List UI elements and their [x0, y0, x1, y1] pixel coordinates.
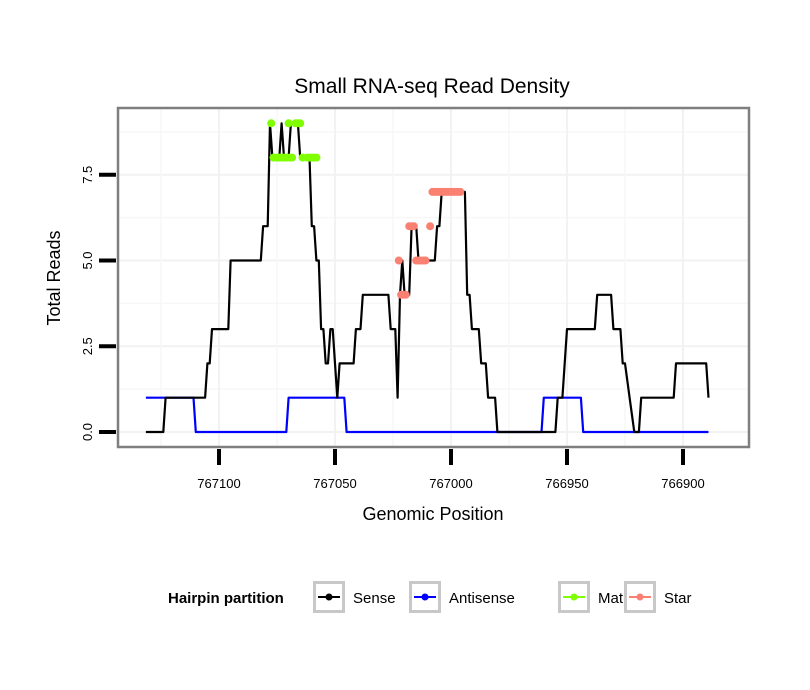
legend-entry-star: Star	[624, 581, 692, 613]
star-point	[401, 290, 410, 299]
legend-entries: Sense Antisense Mature Star	[313, 581, 692, 613]
x-tick-label: 767050	[313, 476, 356, 491]
mature-point	[296, 119, 305, 128]
panel-background	[118, 108, 749, 447]
legend-entry-sense: Sense	[313, 581, 396, 613]
mature-point	[288, 153, 297, 162]
chart-title: Small RNA-seq Read Density	[294, 75, 570, 98]
legend-key-marker	[325, 593, 333, 601]
y-tick-label: 2.5	[80, 337, 95, 355]
antisense-line	[145, 396, 709, 434]
legend-key-marker	[570, 593, 578, 601]
star-point	[409, 222, 418, 231]
y-tick-label: 0.0	[80, 423, 95, 441]
star-point	[426, 222, 435, 231]
mature-point	[267, 119, 276, 128]
series-layer	[145, 119, 710, 434]
y-axis-title: Total Reads	[44, 230, 64, 325]
x-tick-label: 766950	[545, 476, 588, 491]
grid	[118, 108, 749, 447]
legend-entry-antisense: Antisense	[409, 581, 515, 613]
series-mature	[267, 119, 321, 162]
y-axis: 0.0 2.5 5.0 7.5	[80, 166, 116, 441]
x-tick-label: 766900	[661, 476, 704, 491]
plot-panel	[116, 106, 751, 449]
panel-border	[116, 106, 751, 449]
x-axis-title: Genomic Position	[362, 504, 503, 524]
legend-key-marker	[421, 593, 429, 601]
y-tick-label: 7.5	[80, 166, 95, 184]
star-point	[421, 256, 430, 265]
legend-label: Star	[664, 590, 692, 607]
series-star	[394, 187, 465, 299]
star-point	[456, 187, 465, 196]
mature-point	[284, 119, 293, 128]
mature-point	[312, 153, 321, 162]
x-tick-label: 767000	[429, 476, 472, 491]
x-axis: 767100 767050 767000 766950 766900	[197, 449, 705, 491]
legend-key-marker	[636, 593, 644, 601]
legend-label: Antisense	[449, 590, 515, 607]
legend: Hairpin partition Sense Antisense Mature St…	[168, 581, 692, 613]
star-point	[394, 256, 403, 265]
y-tick-label: 5.0	[80, 251, 95, 269]
legend-entry-mature: Mature	[558, 581, 645, 613]
legend-label: Sense	[353, 590, 396, 607]
x-tick-label: 767100	[197, 476, 240, 491]
series-antisense	[145, 396, 709, 434]
legend-title: Hairpin partition	[168, 590, 284, 607]
